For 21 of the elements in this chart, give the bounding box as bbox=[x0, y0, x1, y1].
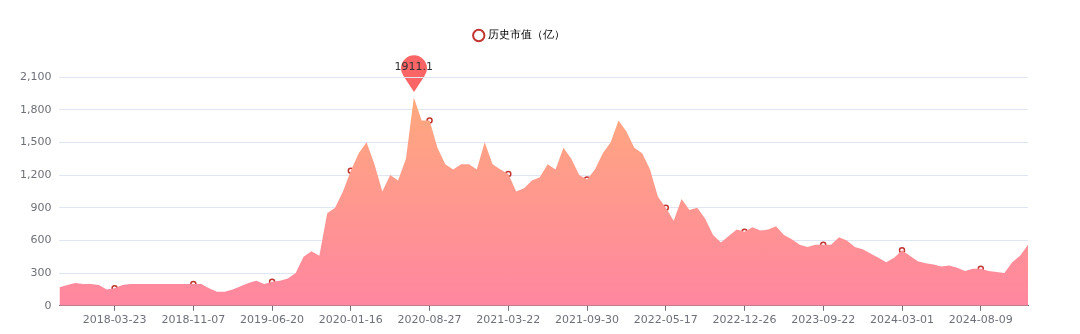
x-tick-label: 2020-08-27 bbox=[397, 313, 462, 327]
legend-label: 历史市值（亿） bbox=[488, 28, 566, 42]
y-tick-label: 1,500 bbox=[19, 135, 52, 149]
x-tick-label: 2018-03-23 bbox=[82, 313, 147, 327]
x-tick-label: 2024-08-09 bbox=[948, 313, 1013, 327]
y-tick-label: 1,200 bbox=[19, 167, 52, 181]
x-tick-label: 2024-03-01 bbox=[870, 313, 934, 327]
y-tick-label: 2,100 bbox=[19, 69, 52, 83]
x-tick-label: 2022-12-26 bbox=[712, 313, 777, 327]
y-tick-label: 900 bbox=[30, 200, 52, 214]
y-tick-label: 300 bbox=[30, 265, 52, 279]
y-tick-label: 0 bbox=[44, 298, 52, 312]
x-tick-label: 2020-01-16 bbox=[318, 313, 383, 327]
y-tick-label: 1,800 bbox=[19, 102, 52, 116]
x-tick-label: 2023-09-22 bbox=[791, 313, 856, 327]
x-tick-label: 2021-03-22 bbox=[476, 313, 541, 327]
y-tick-label: 600 bbox=[30, 233, 52, 247]
x-tick-label: 2019-06-20 bbox=[240, 313, 305, 327]
x-tick-label: 2018-11-07 bbox=[161, 313, 226, 327]
x-tick-label: 2022-05-17 bbox=[633, 313, 698, 327]
x-tick-label: 2021-09-30 bbox=[555, 313, 620, 327]
